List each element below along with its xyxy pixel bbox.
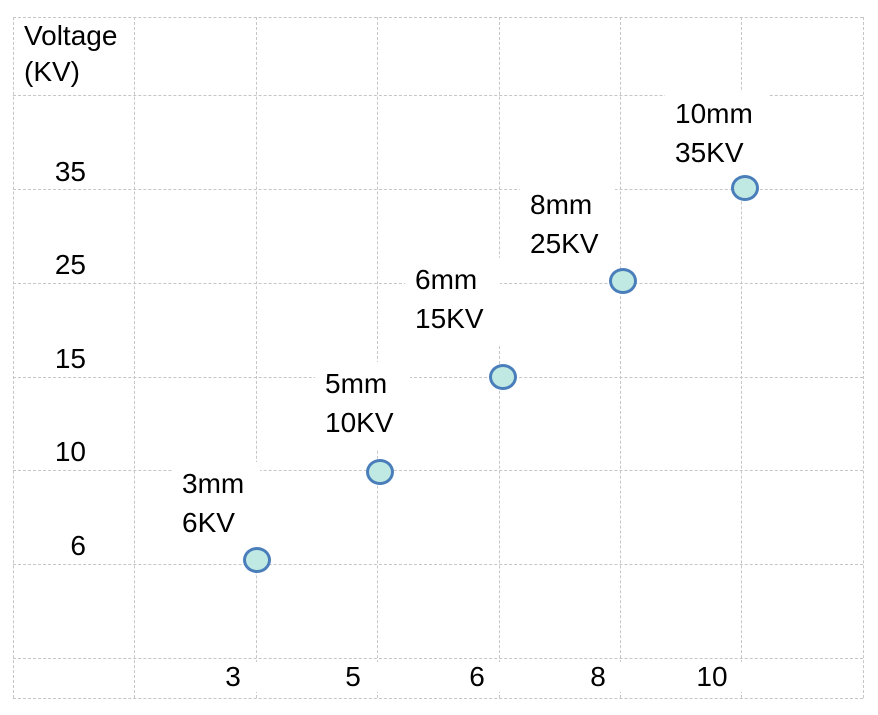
gridline-horizontal	[13, 470, 863, 471]
y-tick-35: 35	[22, 157, 86, 187]
gridline-vertical	[13, 17, 14, 698]
annotation-line-mm: 6mm	[415, 264, 478, 295]
x-tick-3: 3	[203, 662, 263, 692]
annotation-line-kv: 35KV	[675, 137, 744, 168]
data-point-3mm-6kv[interactable]	[243, 547, 271, 573]
x-tick-8: 8	[568, 662, 628, 692]
y-tick-25: 25	[22, 250, 86, 280]
annotation-line-mm: 3mm	[182, 468, 245, 499]
gridline-horizontal	[13, 377, 863, 378]
gridline-vertical	[741, 17, 742, 698]
annotation-line-mm: 5mm	[325, 368, 388, 399]
annotation-10mm-35kv: 10mm 35KV	[665, 92, 769, 180]
annotation-line-kv: 6KV	[182, 507, 235, 538]
annotation-line-kv: 15KV	[415, 303, 484, 334]
y-tick-10: 10	[22, 437, 86, 467]
x-tick-6: 6	[447, 662, 507, 692]
gridline-vertical	[134, 17, 135, 698]
annotation-line-kv: 25KV	[530, 228, 599, 259]
gridline-vertical	[499, 17, 500, 698]
y-axis-title-line1: Voltage	[24, 20, 118, 51]
annotation-line-kv: 10KV	[325, 407, 394, 438]
gridline-horizontal	[13, 95, 863, 96]
data-point-6mm-15kv[interactable]	[489, 364, 517, 390]
x-tick-10: 10	[682, 662, 742, 692]
gridline-horizontal	[13, 564, 863, 565]
annotation-line-mm: 8mm	[530, 189, 593, 220]
gridline-horizontal	[13, 17, 863, 18]
y-axis-title-line2: (KV)	[24, 56, 80, 87]
gridline-horizontal	[13, 698, 863, 699]
annotation-line-mm: 10mm	[675, 98, 753, 129]
x-tick-5: 5	[323, 662, 383, 692]
annotation-8mm-25kv: 8mm 25KV	[520, 183, 615, 271]
annotation-5mm-10kv: 5mm 10KV	[315, 362, 410, 450]
y-tick-15: 15	[22, 344, 86, 374]
gridline-horizontal	[13, 658, 863, 659]
gridline-vertical	[863, 17, 864, 698]
annotation-3mm-6kv: 3mm 6KV	[172, 462, 261, 550]
data-point-10mm-35kv[interactable]	[731, 175, 759, 201]
gridline-vertical	[620, 17, 621, 698]
y-axis-title: Voltage (KV)	[23, 18, 122, 90]
gridline-horizontal	[13, 189, 863, 190]
data-point-5mm-10kv[interactable]	[366, 459, 394, 485]
y-tick-6: 6	[22, 531, 86, 561]
gridline-vertical	[256, 17, 257, 698]
annotation-6mm-15kv: 6mm 15KV	[405, 258, 500, 346]
data-point-8mm-25kv[interactable]	[609, 268, 637, 294]
gridline-vertical	[377, 17, 378, 698]
